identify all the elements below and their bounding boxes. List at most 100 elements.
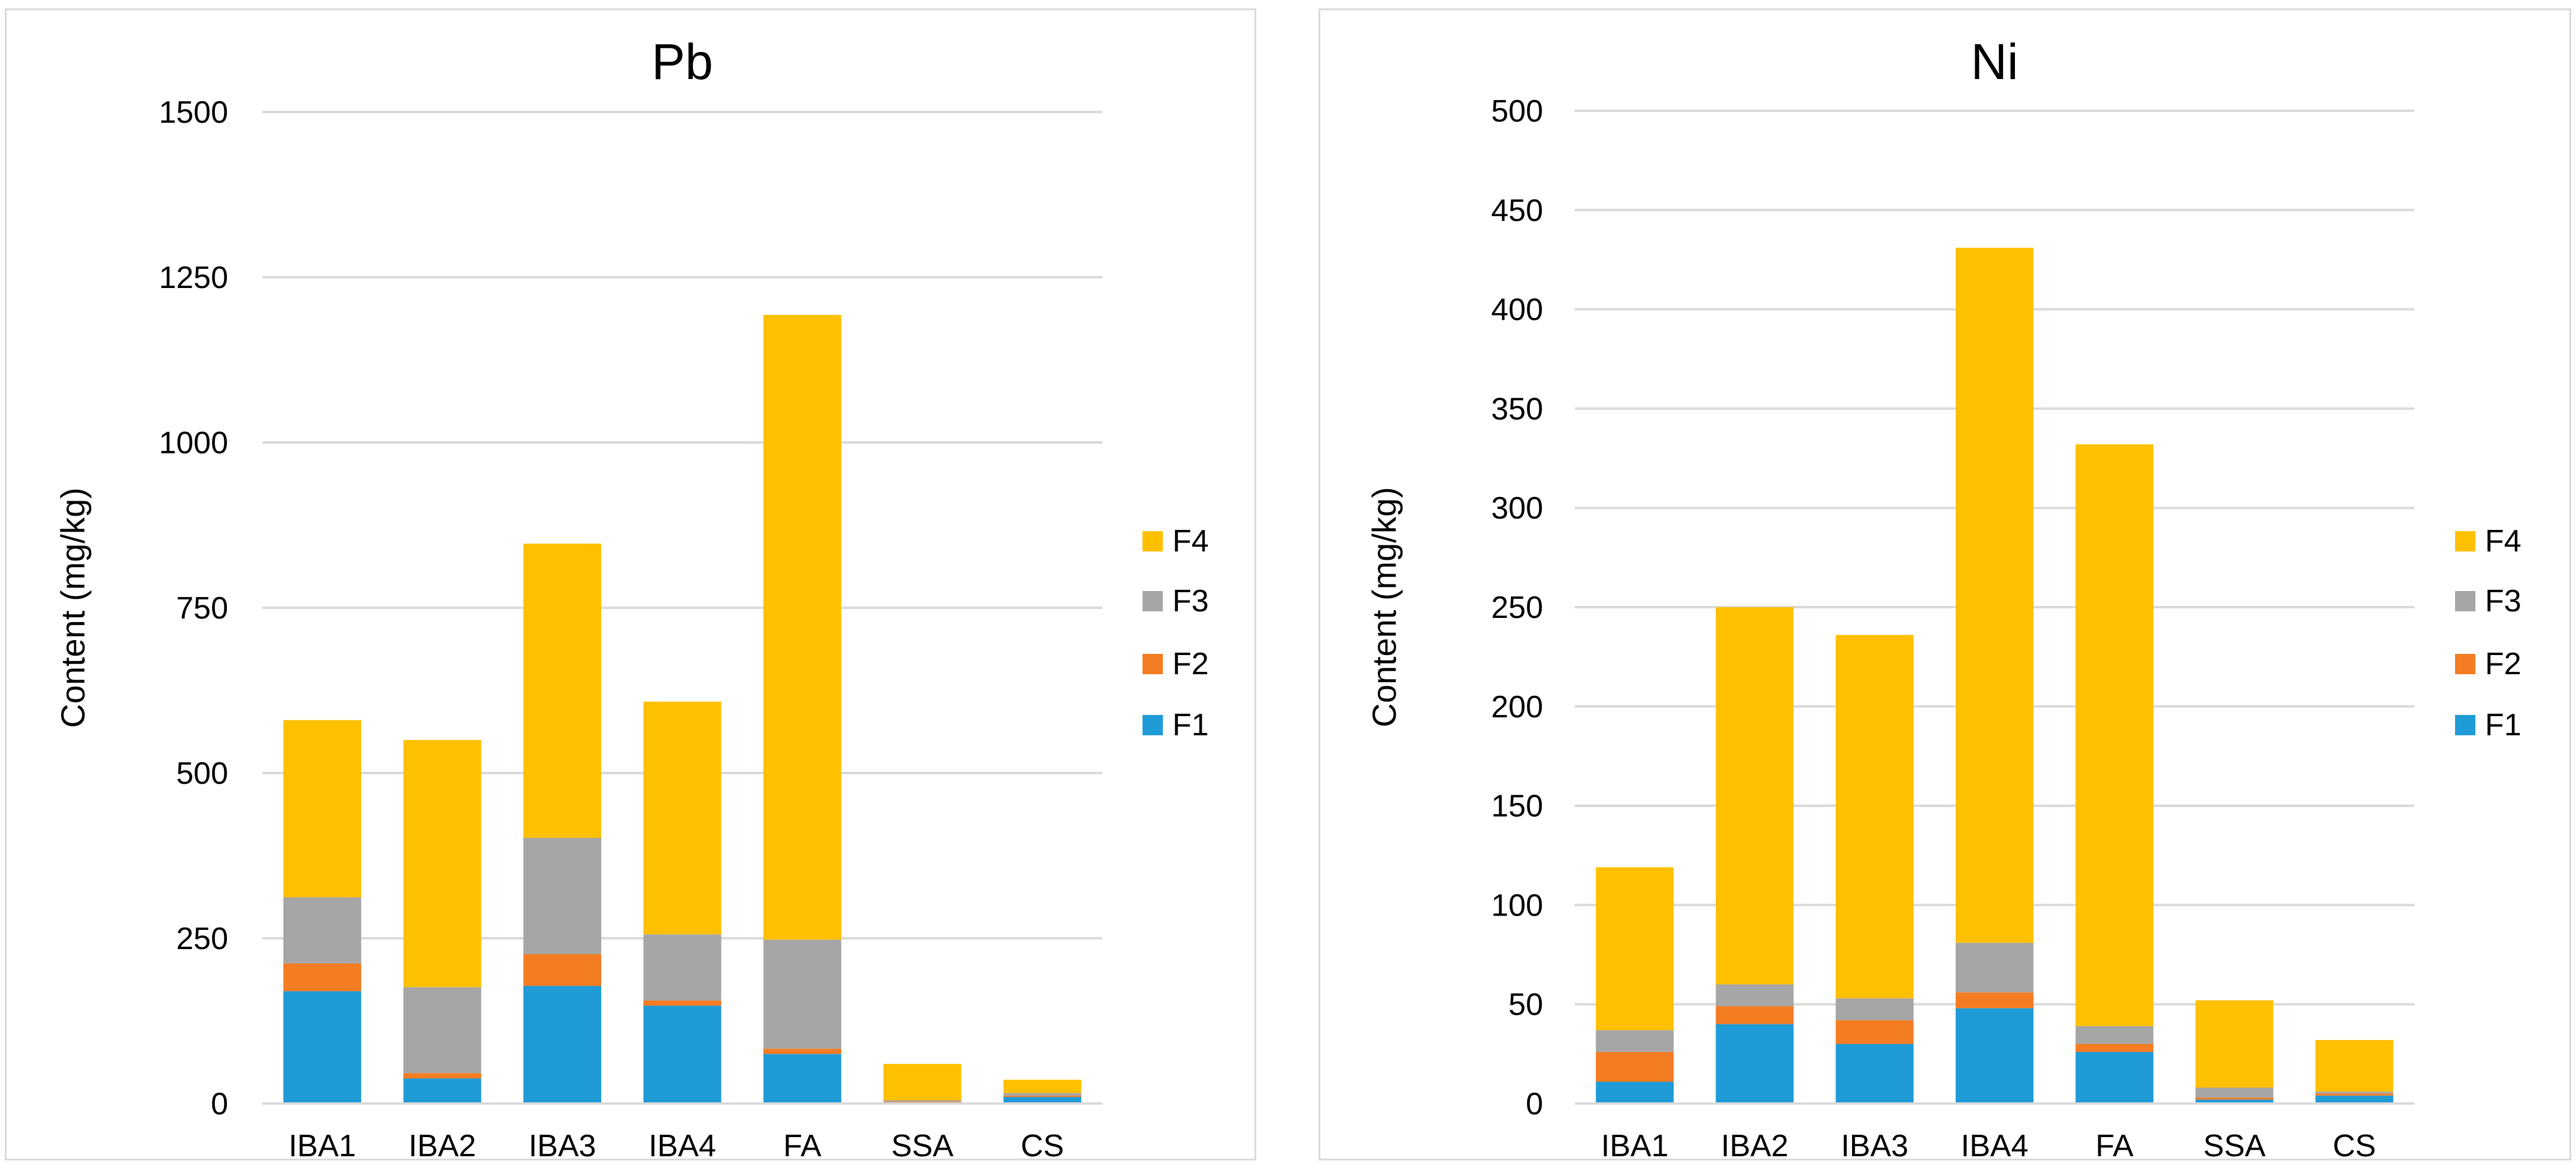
bar-f3-iba3 — [1835, 998, 1914, 1020]
y-axis-label: Content (mg/kg) — [1365, 487, 1403, 728]
bar-f4-iba4 — [1956, 247, 2033, 943]
legend-label-f1: F1 — [1172, 708, 1209, 742]
legend-swatch-f1 — [1142, 715, 1163, 735]
y-tick-label: 750 — [176, 591, 228, 626]
bar-f3-iba1 — [283, 897, 362, 963]
x-tick-label: FA — [783, 1129, 822, 1163]
legend-label-f3: F3 — [1172, 584, 1209, 619]
y-tick-label: 1500 — [159, 95, 228, 130]
bar-f3-iba1 — [1596, 1030, 1674, 1052]
bar-f4-ssa — [2195, 1000, 2274, 1088]
y-tick-label: 350 — [1491, 392, 1543, 426]
y-tick-label: 300 — [1491, 491, 1543, 526]
legend-swatch-f4 — [1142, 531, 1163, 551]
legend-label-f1: F1 — [2485, 708, 2522, 742]
bar-f1-cs — [1003, 1096, 1081, 1104]
bar-f1-cs — [2315, 1095, 2393, 1104]
bar-f4-iba1 — [283, 720, 362, 898]
x-tick-label: SSA — [2204, 1129, 2266, 1163]
y-tick-label: 250 — [176, 922, 228, 956]
y-tick-label: 0 — [1526, 1087, 1543, 1122]
legend-swatch-f1 — [2455, 715, 2475, 735]
legend-label-f4: F4 — [2485, 524, 2522, 559]
chart-title: Ni — [1971, 34, 2018, 90]
bar-f1-fa — [2075, 1051, 2154, 1104]
bar-f4-cs — [1003, 1080, 1081, 1093]
legend-swatch-f4 — [2455, 531, 2475, 551]
bar-f3-iba2 — [403, 987, 481, 1074]
y-tick-label: 1250 — [159, 260, 228, 295]
y-tick-label: 400 — [1491, 293, 1543, 328]
bar-f1-iba4 — [1956, 1008, 2033, 1104]
bar-f3-fa — [2075, 1026, 2154, 1044]
bar-f1-iba1 — [283, 991, 362, 1104]
bar-f4-fa — [2075, 444, 2154, 1026]
x-tick-label: IBA1 — [289, 1129, 356, 1163]
bar-f1-iba2 — [1716, 1024, 1794, 1104]
x-tick-label: SSA — [891, 1129, 953, 1163]
bar-f2-fa — [763, 1048, 841, 1054]
x-tick-label: IBA1 — [1601, 1129, 1669, 1163]
chart-panel-pb: Pb 0 250 500 750 1000 1250 1500 Content (mg/kg) I… — [5, 8, 1256, 1163]
x-tick-label: FA — [2095, 1129, 2133, 1163]
x-tick-label: IBA4 — [1961, 1129, 2029, 1163]
chart-pb: Pb 0 250 500 750 1000 1250 1500 Content (mg/kg) I… — [54, 34, 1209, 1163]
x-tick-label: CS — [1021, 1129, 1064, 1163]
x-tick-label: IBA2 — [408, 1129, 476, 1163]
bar-f2-iba4 — [643, 1000, 722, 1006]
bar-f4-cs — [2315, 1039, 2393, 1092]
x-tick-label: CS — [2333, 1129, 2376, 1163]
bar-f1-iba4 — [643, 1005, 722, 1104]
y-tick-label: 0 — [211, 1087, 228, 1122]
y-tick-label: 100 — [1491, 888, 1543, 923]
legend-label-f4: F4 — [1172, 524, 1209, 559]
bar-f1-iba1 — [1596, 1081, 1674, 1104]
legend-label-f2: F2 — [2485, 647, 2522, 681]
y-tick-label: 50 — [1508, 987, 1543, 1022]
bar-f2-iba1 — [1596, 1051, 1674, 1082]
bar-f1-ssa — [2195, 1099, 2274, 1104]
bar-f1-iba2 — [403, 1078, 481, 1104]
bar-f2-ssa — [2195, 1098, 2274, 1100]
chart-panel-ni: Ni 0 50 100 150 200 250 300 350 400 450 500 Content … — [1319, 8, 2571, 1163]
x-tick-label: IBA4 — [648, 1129, 716, 1163]
bar-f4-iba1 — [1596, 867, 1674, 1030]
bar-f2-iba4 — [1956, 992, 2033, 1008]
legend-label-f3: F3 — [2485, 584, 2522, 619]
bar-f2-iba2 — [1716, 1006, 1794, 1025]
bar-f3-iba3 — [523, 838, 602, 954]
bar-f4-iba4 — [643, 701, 722, 935]
legend-swatch-f3 — [2455, 591, 2475, 611]
bar-f2-iba1 — [283, 963, 362, 992]
bar-f1-iba3 — [1835, 1044, 1914, 1104]
bar-f4-iba2 — [403, 739, 481, 987]
y-tick-label: 250 — [1491, 590, 1543, 625]
bar-f2-iba3 — [1835, 1020, 1914, 1044]
legend-swatch-f2 — [2455, 654, 2475, 674]
y-tick-label: 200 — [1491, 690, 1543, 725]
chart-title: Pb — [651, 34, 713, 90]
chart-ni: Ni 0 50 100 150 200 250 300 350 400 450 500 Content … — [1365, 34, 2522, 1163]
bar-f4-fa — [763, 314, 841, 940]
y-tick-label: 450 — [1491, 193, 1543, 228]
bar-f1-fa — [763, 1054, 841, 1104]
bar-f3-fa — [763, 939, 841, 1049]
bar-f3-iba4 — [1956, 942, 2033, 993]
bar-f4-iba3 — [523, 543, 602, 838]
bar-f2-iba3 — [523, 954, 602, 986]
x-tick-label: IBA2 — [1721, 1129, 1789, 1163]
y-tick-label: 500 — [1491, 94, 1543, 129]
y-tick-label: 500 — [176, 756, 228, 791]
bar-f3-ssa — [883, 1100, 962, 1102]
bar-f3-cs — [2315, 1092, 2393, 1094]
bar-f3-iba2 — [1716, 984, 1794, 1007]
bar-f2-cs — [1003, 1095, 1081, 1097]
x-tick-label: IBA3 — [529, 1129, 596, 1163]
bar-f4-ssa — [883, 1063, 962, 1101]
y-axis-label: Content (mg/kg) — [54, 487, 92, 728]
legend-swatch-f3 — [1142, 591, 1163, 611]
legend-swatch-f2 — [1142, 654, 1163, 674]
bar-f3-iba4 — [643, 934, 722, 1001]
bar-f2-fa — [2075, 1044, 2154, 1052]
bar-f1-iba3 — [523, 986, 602, 1104]
